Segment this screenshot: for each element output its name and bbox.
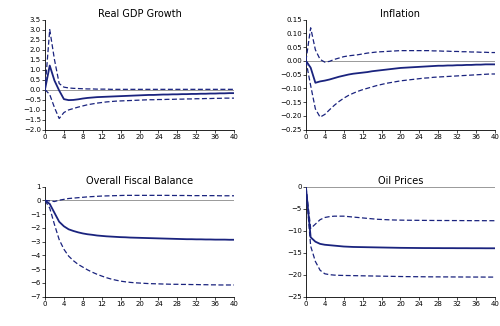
Title: Inflation: Inflation — [380, 9, 420, 19]
Title: Overall Fiscal Balance: Overall Fiscal Balance — [86, 176, 193, 186]
Title: Real GDP Growth: Real GDP Growth — [98, 9, 182, 19]
Title: Oil Prices: Oil Prices — [378, 176, 423, 186]
